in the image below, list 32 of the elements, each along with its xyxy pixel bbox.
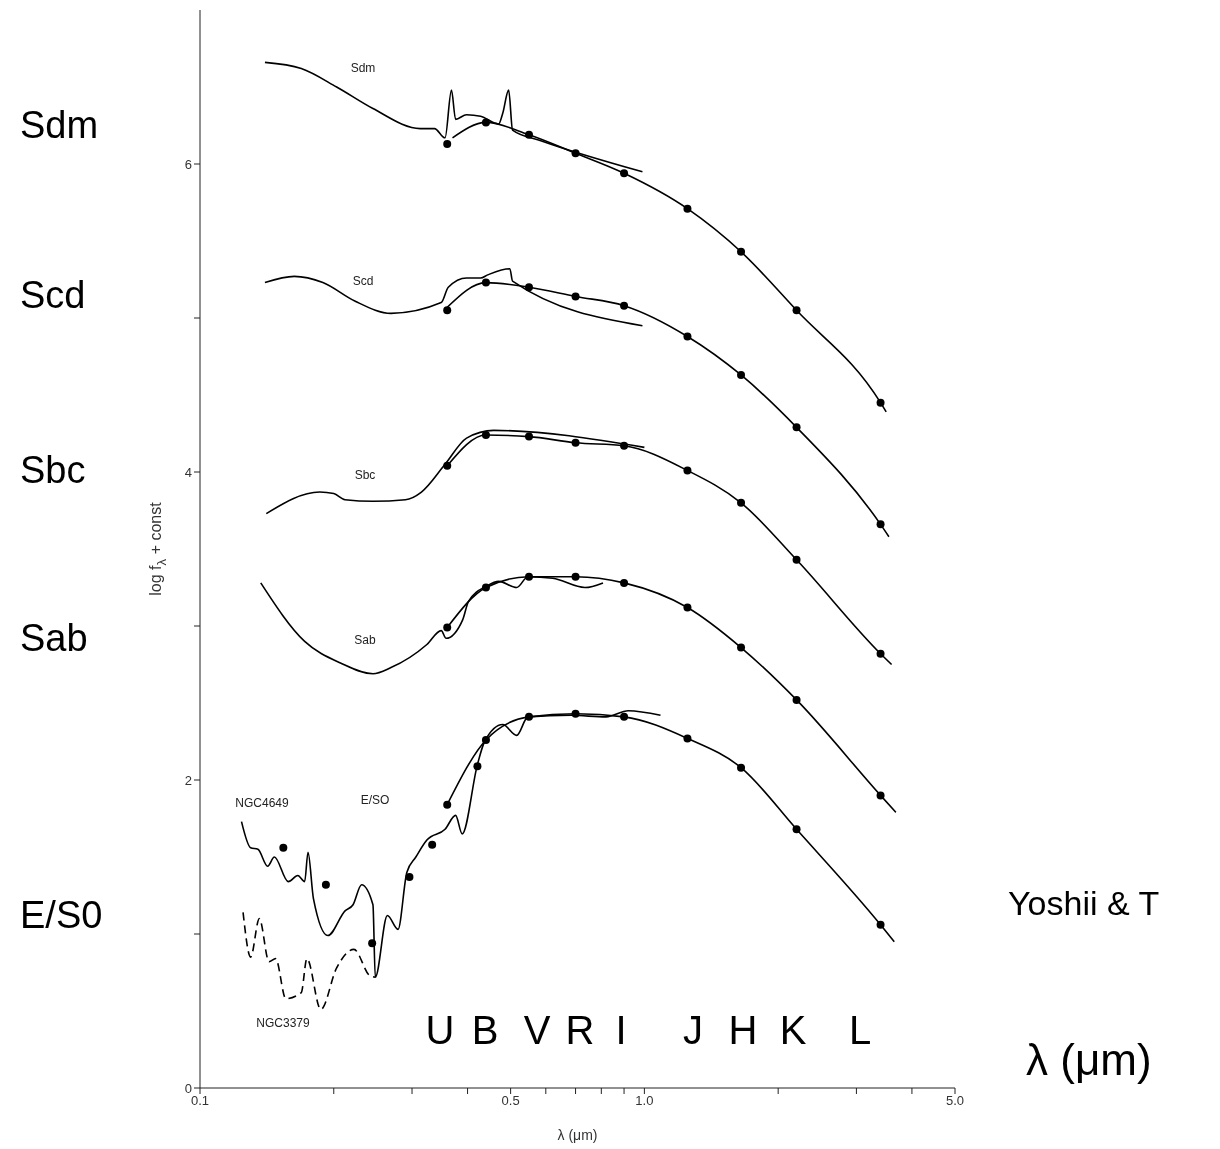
annotation: I: [615, 1007, 627, 1053]
annotation: NGC4649: [235, 796, 289, 810]
annotation: V: [523, 1007, 551, 1053]
annotation: K: [779, 1007, 807, 1053]
text: Sab: [20, 616, 88, 660]
annotation: U: [425, 1007, 455, 1053]
x-tick-label: 5.0: [945, 1093, 965, 1109]
annotation: L: [848, 1007, 872, 1053]
y-tick-label: 2: [184, 772, 192, 788]
annotation: B: [471, 1007, 499, 1053]
x-tick-label: 0.1: [190, 1093, 210, 1109]
text: Sbc: [20, 448, 86, 492]
annotation: NGC3379: [256, 1016, 310, 1030]
text: Scd: [20, 273, 86, 317]
text: Yoshii & T: [1008, 883, 1160, 923]
y-tick-label: 6: [184, 156, 192, 172]
annotation: R: [565, 1007, 595, 1053]
x-axis-title: λ (μm): [557, 1127, 598, 1143]
text: E/S0: [20, 893, 103, 937]
y-tick-label: 4: [184, 464, 192, 480]
annotation: Scd: [352, 274, 374, 288]
annotation: Sbc: [354, 468, 376, 482]
y-tick-label: 0: [184, 1080, 192, 1096]
x-tick-label: 1.0: [635, 1093, 654, 1109]
annotation: Sab: [354, 633, 376, 647]
annotation: E/SO: [360, 793, 390, 807]
x-tick-label: 0.5: [501, 1093, 520, 1109]
annotation: J: [683, 1007, 703, 1053]
annotation: H: [728, 1007, 758, 1053]
text: Sdm: [20, 103, 99, 147]
text: λ (μm): [1026, 1035, 1152, 1085]
annotation: Sdm: [350, 61, 376, 75]
